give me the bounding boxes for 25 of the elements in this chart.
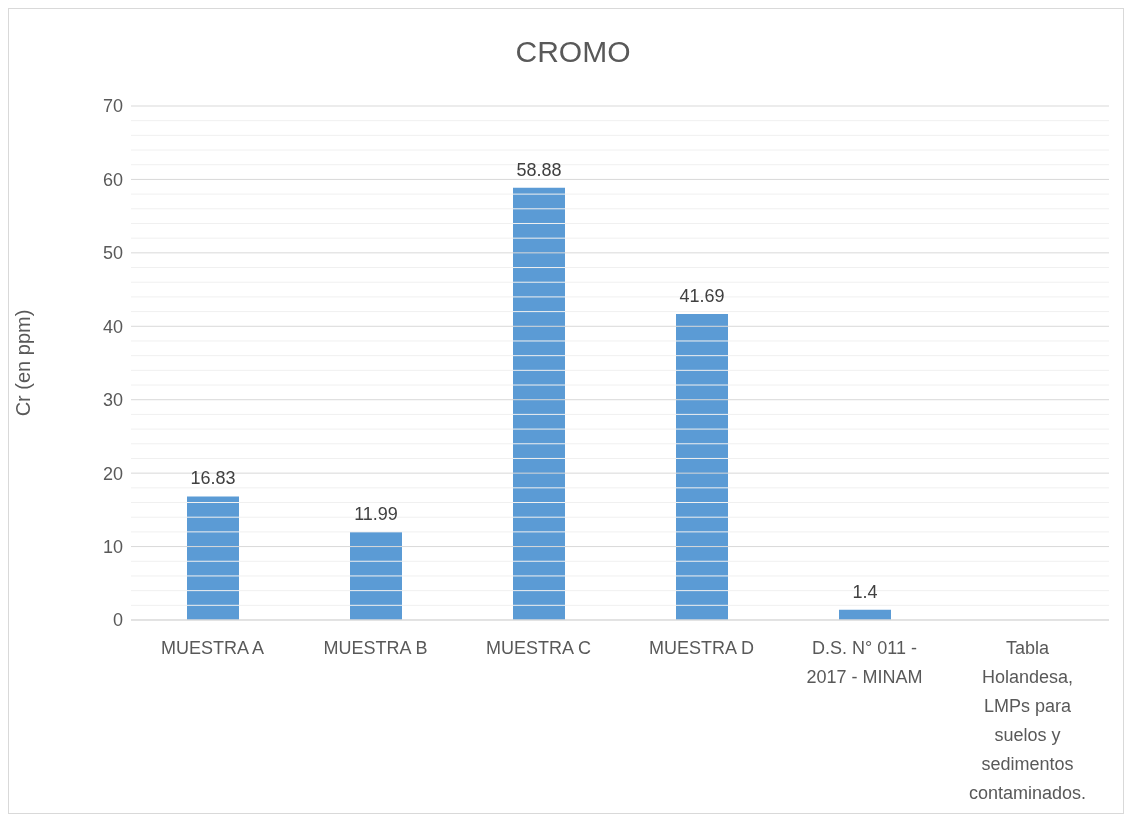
bar (676, 313, 728, 620)
y-tick-label: 0 (112, 610, 123, 631)
bar (513, 187, 565, 620)
x-tick-label: D.S. N° 011 - 2017 - MINAM (806, 638, 923, 687)
y-tick-label: 10 (102, 536, 123, 557)
data-label: 1.4 (852, 581, 878, 602)
x-tick-label: MUESTRA A (160, 638, 265, 658)
x-tick-label: MUESTRA D (648, 638, 755, 658)
bar (187, 496, 239, 620)
x-tick-label: Tabla Holandesa, LMPs para suelos y sedimentos contaminados. (968, 638, 1087, 803)
x-tick-label: MUESTRA B (323, 638, 428, 658)
bar (350, 531, 402, 620)
y-tick-label: 30 (102, 390, 123, 411)
data-label: 41.69 (679, 285, 725, 306)
y-axis-title: Cr (en ppm) (12, 309, 35, 417)
data-label: 11.99 (354, 503, 398, 524)
data-label: 58.88 (516, 159, 562, 180)
chart-title: CROMO (515, 35, 631, 68)
y-tick-label: 50 (102, 243, 123, 264)
data-label: 16.83 (190, 468, 236, 489)
y-tick-label: 70 (102, 96, 123, 117)
y-tick-label: 60 (102, 169, 123, 190)
y-tick-label: 20 (102, 463, 123, 484)
x-tick-label: MUESTRA C (485, 638, 592, 658)
y-tick-label: 40 (102, 316, 123, 337)
